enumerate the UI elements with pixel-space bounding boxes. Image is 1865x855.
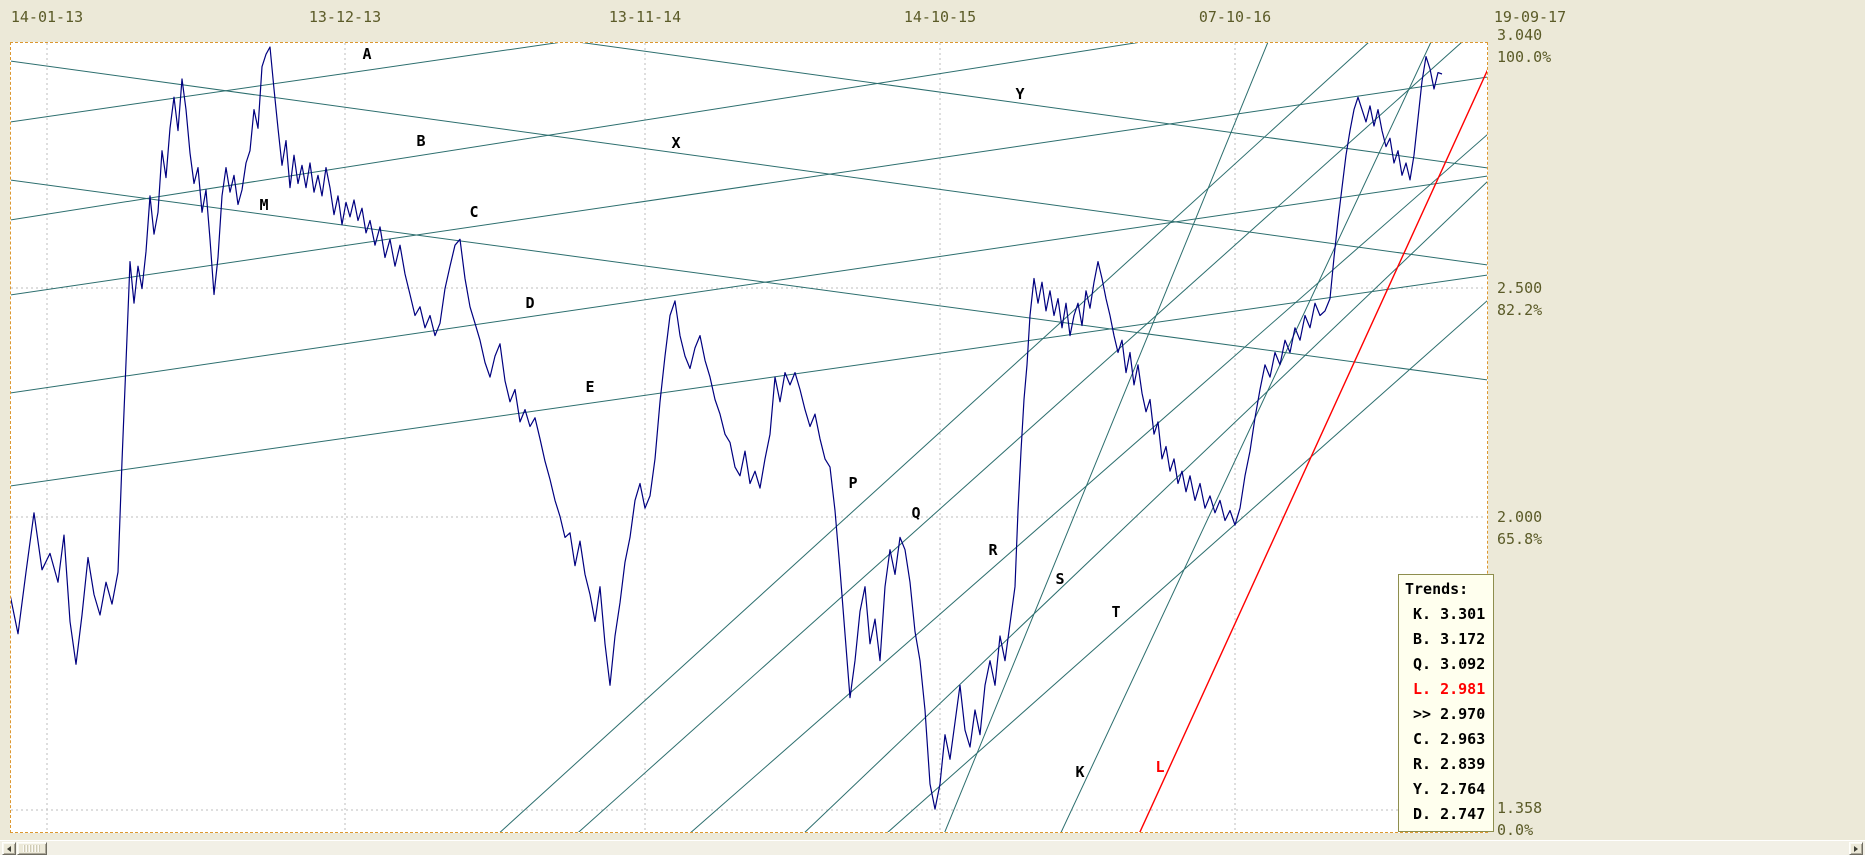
horizontal-scrollbar[interactable] [0, 840, 1865, 855]
date-label-4: 07-10-16 [1198, 8, 1272, 26]
trend-line-M[interactable] [10, 179, 1488, 381]
price-label-4: 2.000 [1497, 508, 1543, 526]
trend-line-T[interactable] [861, 300, 1488, 855]
legend-row-C: C. 2.963 [1413, 730, 1486, 748]
date-label-0: 14-01-13 [10, 8, 84, 26]
trend-label-P[interactable]: P [848, 474, 858, 492]
trend-label-B[interactable]: B [416, 132, 426, 150]
price-label-3: 82.2% [1497, 301, 1543, 319]
trend-label-A[interactable]: A [362, 45, 372, 63]
trend-line-C[interactable] [10, 76, 1488, 296]
date-label-5: 19-09-17 [1493, 8, 1567, 26]
trends-legend[interactable]: Trends: K. 3.301 B. 3.172 Q. 3.092 L. 2.981… [1398, 574, 1494, 832]
date-label-2: 13-11-14 [608, 8, 682, 26]
price-label-1: 100.0% [1497, 48, 1552, 66]
trend-label-R[interactable]: R [988, 541, 998, 559]
trend-label-Y[interactable]: Y [1015, 85, 1025, 103]
chart-plot-area[interactable] [10, 42, 1488, 833]
trend-label-Q[interactable]: Q [911, 504, 921, 522]
trend-line-S[interactable] [780, 181, 1488, 855]
trend-label-M[interactable]: M [259, 196, 269, 214]
legend-row-current: >> 2.970 [1413, 705, 1486, 723]
trend-line-D[interactable] [10, 175, 1488, 394]
trend-line-B[interactable] [10, 42, 1141, 221]
date-label-3: 14-10-15 [903, 8, 977, 26]
trend-line-Y[interactable] [578, 42, 1488, 169]
scrollbar-right-button[interactable] [1849, 842, 1863, 855]
trend-line-A[interactable] [10, 42, 562, 123]
price-series[interactable] [10, 46, 1443, 810]
date-label-1: 13-12-13 [308, 8, 382, 26]
scrollbar-grip-icon [23, 845, 41, 852]
trend-label-E[interactable]: E [585, 378, 595, 396]
price-label-0: 3.040 [1497, 26, 1543, 44]
trend-line-K[interactable] [1050, 42, 1432, 855]
trend-label-K[interactable]: K [1075, 763, 1085, 781]
trend-line-L[interactable] [1129, 69, 1488, 855]
legend-row-B: B. 3.172 [1413, 630, 1486, 648]
legend-rows: K. 3.301 B. 3.172 Q. 3.092 L. 2.981 >> 2.970… [1405, 602, 1493, 827]
trend-label-C[interactable]: C [469, 203, 479, 221]
trend-label-S[interactable]: S [1055, 570, 1065, 588]
price-label-5: 65.8% [1497, 530, 1543, 548]
legend-row-K: K. 3.301 [1413, 605, 1486, 623]
scrollbar-thumb[interactable] [17, 842, 47, 855]
legend-row-L: L. 2.981 [1413, 680, 1486, 698]
price-label-7: 0.0% [1497, 821, 1534, 839]
trend-line-R[interactable] [664, 134, 1488, 855]
price-label-2: 2.500 [1497, 279, 1543, 297]
trend-line-P[interactable] [474, 42, 1369, 855]
trend-label-L[interactable]: L [1155, 758, 1165, 776]
trend-line-X[interactable] [10, 60, 1488, 266]
legend-row-Q: Q. 3.092 [1413, 655, 1486, 673]
legend-row-D: D. 2.747 [1413, 805, 1486, 823]
legend-title: Trends: [1405, 580, 1469, 598]
trend-label-T[interactable]: T [1111, 603, 1121, 621]
left-arrow-icon [7, 845, 11, 852]
price-label-6: 1.358 [1497, 799, 1543, 817]
legend-row-R: R. 2.839 [1413, 755, 1486, 773]
trend-label-D[interactable]: D [525, 294, 535, 312]
trend-line-E[interactable] [10, 274, 1488, 487]
trend-label-X[interactable]: X [671, 134, 681, 152]
legend-row-Y: Y. 2.764 [1413, 780, 1486, 798]
right-arrow-icon [1854, 845, 1858, 852]
trend-line-Q[interactable] [552, 42, 1462, 855]
trend-line-aux[interactable] [935, 42, 1269, 855]
scrollbar-left-button[interactable] [2, 842, 16, 855]
